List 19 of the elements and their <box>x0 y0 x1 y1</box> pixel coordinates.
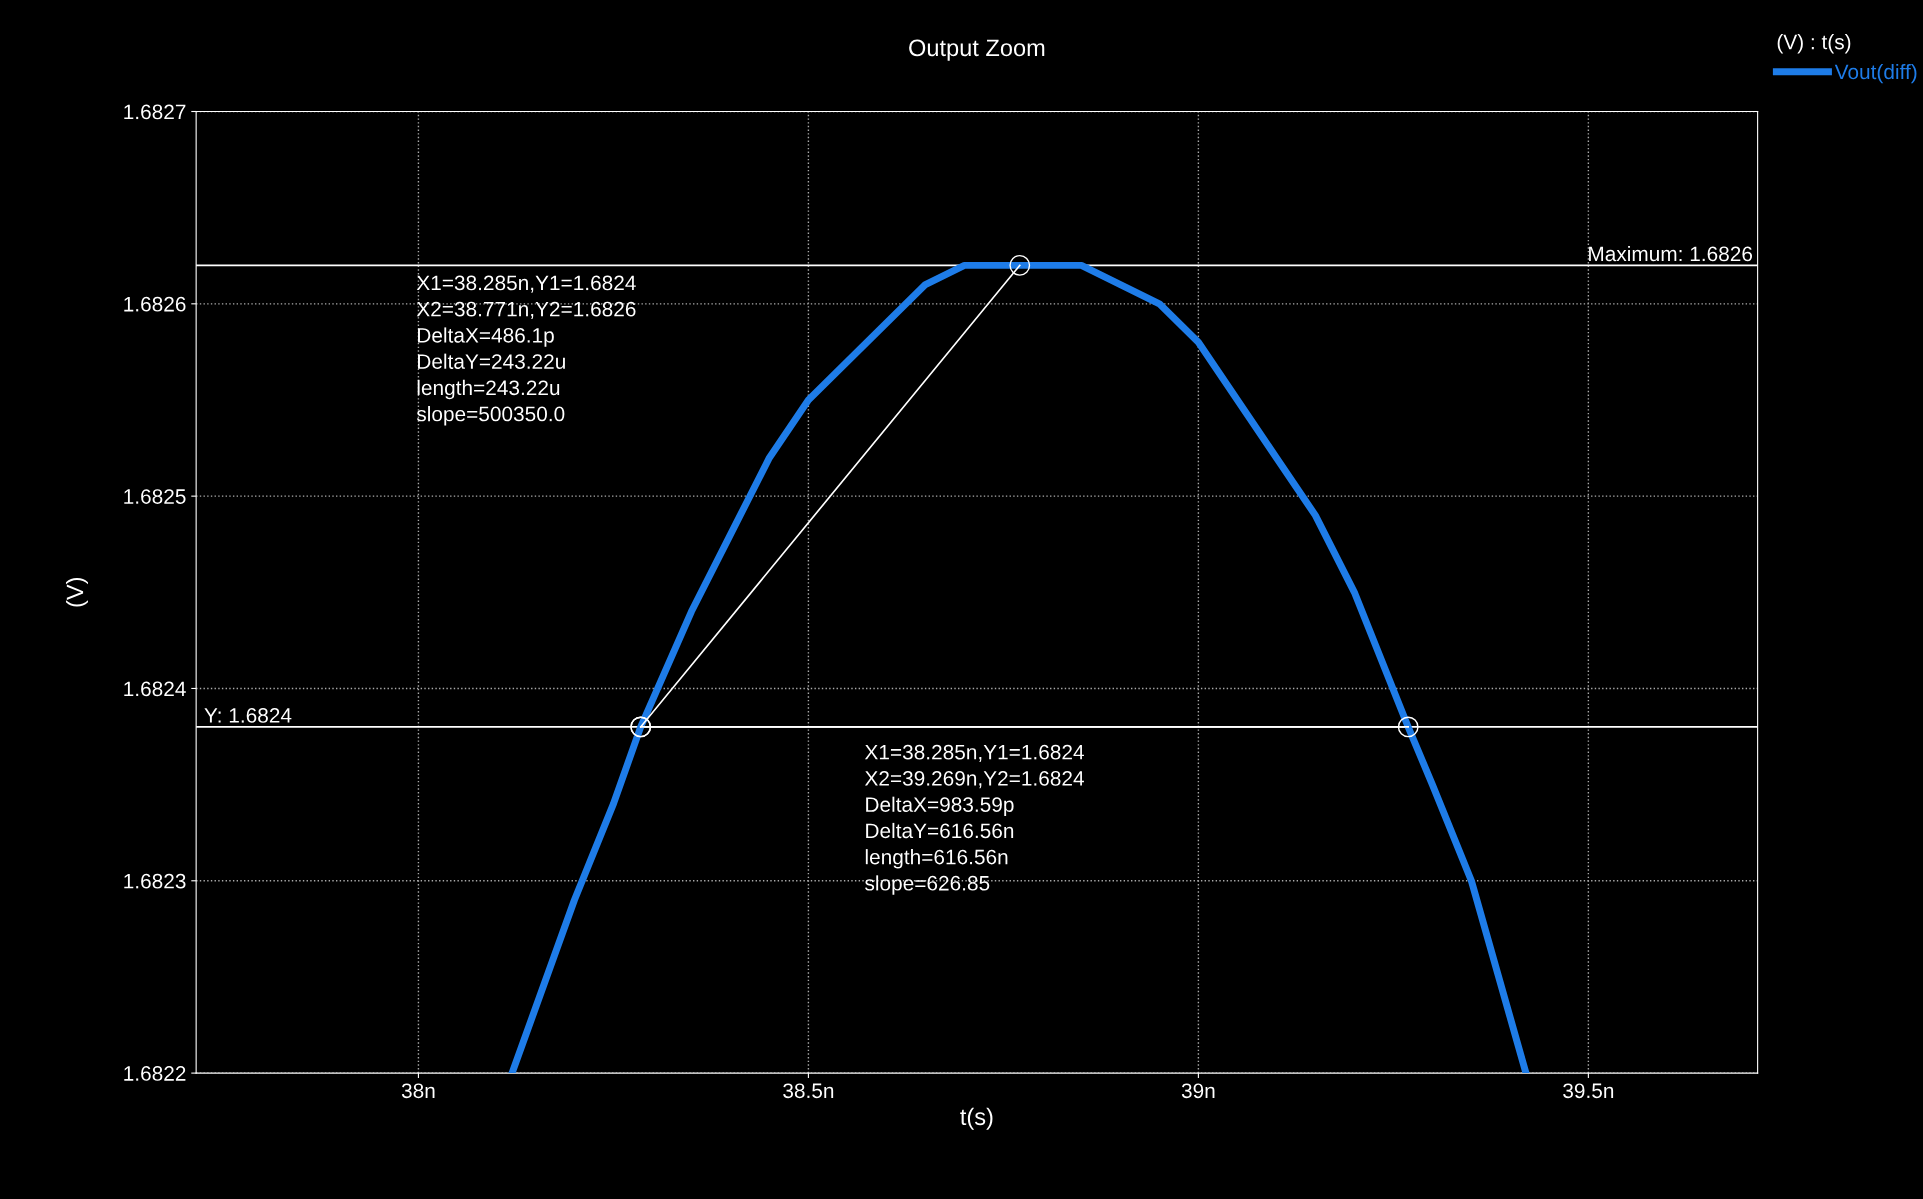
x-tick-label: 39.5n <box>1563 1083 1614 1099</box>
legend-label: Vout(diff) <box>1834 63 1917 84</box>
x-tick-label: 38n <box>401 1083 435 1099</box>
legend-title: (V) : t(s) <box>1777 34 1851 54</box>
ref-line-label: Maximum: 1.6826 <box>1589 245 1753 262</box>
y-tick-label: 1.6823 <box>124 873 186 889</box>
x-tick-label: 38.5n <box>783 1083 834 1099</box>
annotation: X1=38.285n,Y1=1.6824 X2=38.771n,Y2=1.6826 DeltaX=486.1p DeltaY=243.22u length=243.22u slope=500350.0 <box>416 275 636 426</box>
y-axis-title: (V) <box>65 578 88 607</box>
annotation: X1=38.285n,Y1=1.6824 X2=39.269n,Y2=1.6824 DeltaX=983.59p DeltaY=616.56n length=616.56n slope=626.85 <box>864 744 1084 895</box>
y-tick-label: 1.6826 <box>124 296 186 312</box>
y-tick-label: 1.6825 <box>124 489 186 504</box>
x-axis-title: t(s) <box>960 1107 993 1130</box>
x-tick-label: 39n <box>1181 1083 1215 1099</box>
y-tick-label: 1.6824 <box>124 681 186 697</box>
y-tick-label: 1.6822 <box>124 1066 186 1081</box>
ref-line-label: Y: 1.6824 <box>204 708 292 723</box>
chart-title: Output Zoom <box>909 39 1045 61</box>
y-tick-label: 1.6827 <box>124 104 186 120</box>
